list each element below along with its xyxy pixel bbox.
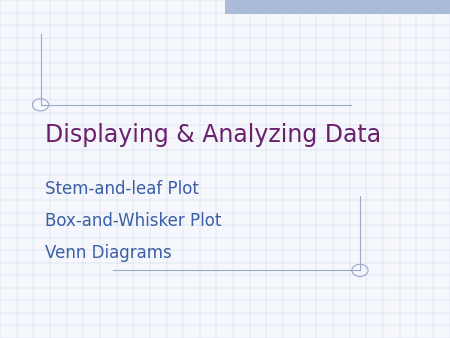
Text: Stem-and-leaf Plot: Stem-and-leaf Plot xyxy=(45,180,199,198)
Text: Venn Diagrams: Venn Diagrams xyxy=(45,244,172,263)
Text: Box-and-Whisker Plot: Box-and-Whisker Plot xyxy=(45,212,221,231)
Text: Displaying & Analyzing Data: Displaying & Analyzing Data xyxy=(45,123,381,147)
Bar xyxy=(225,0,450,14)
